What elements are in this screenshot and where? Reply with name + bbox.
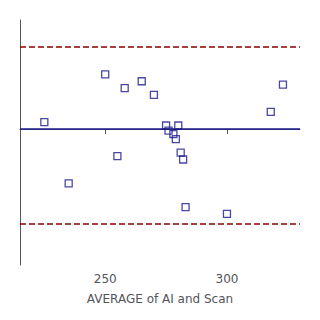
- svg-text:AVERAGE of AI and Scan: AVERAGE of AI and Scan: [87, 292, 233, 306]
- svg-text:300: 300: [216, 272, 239, 286]
- svg-text:250: 250: [94, 272, 117, 286]
